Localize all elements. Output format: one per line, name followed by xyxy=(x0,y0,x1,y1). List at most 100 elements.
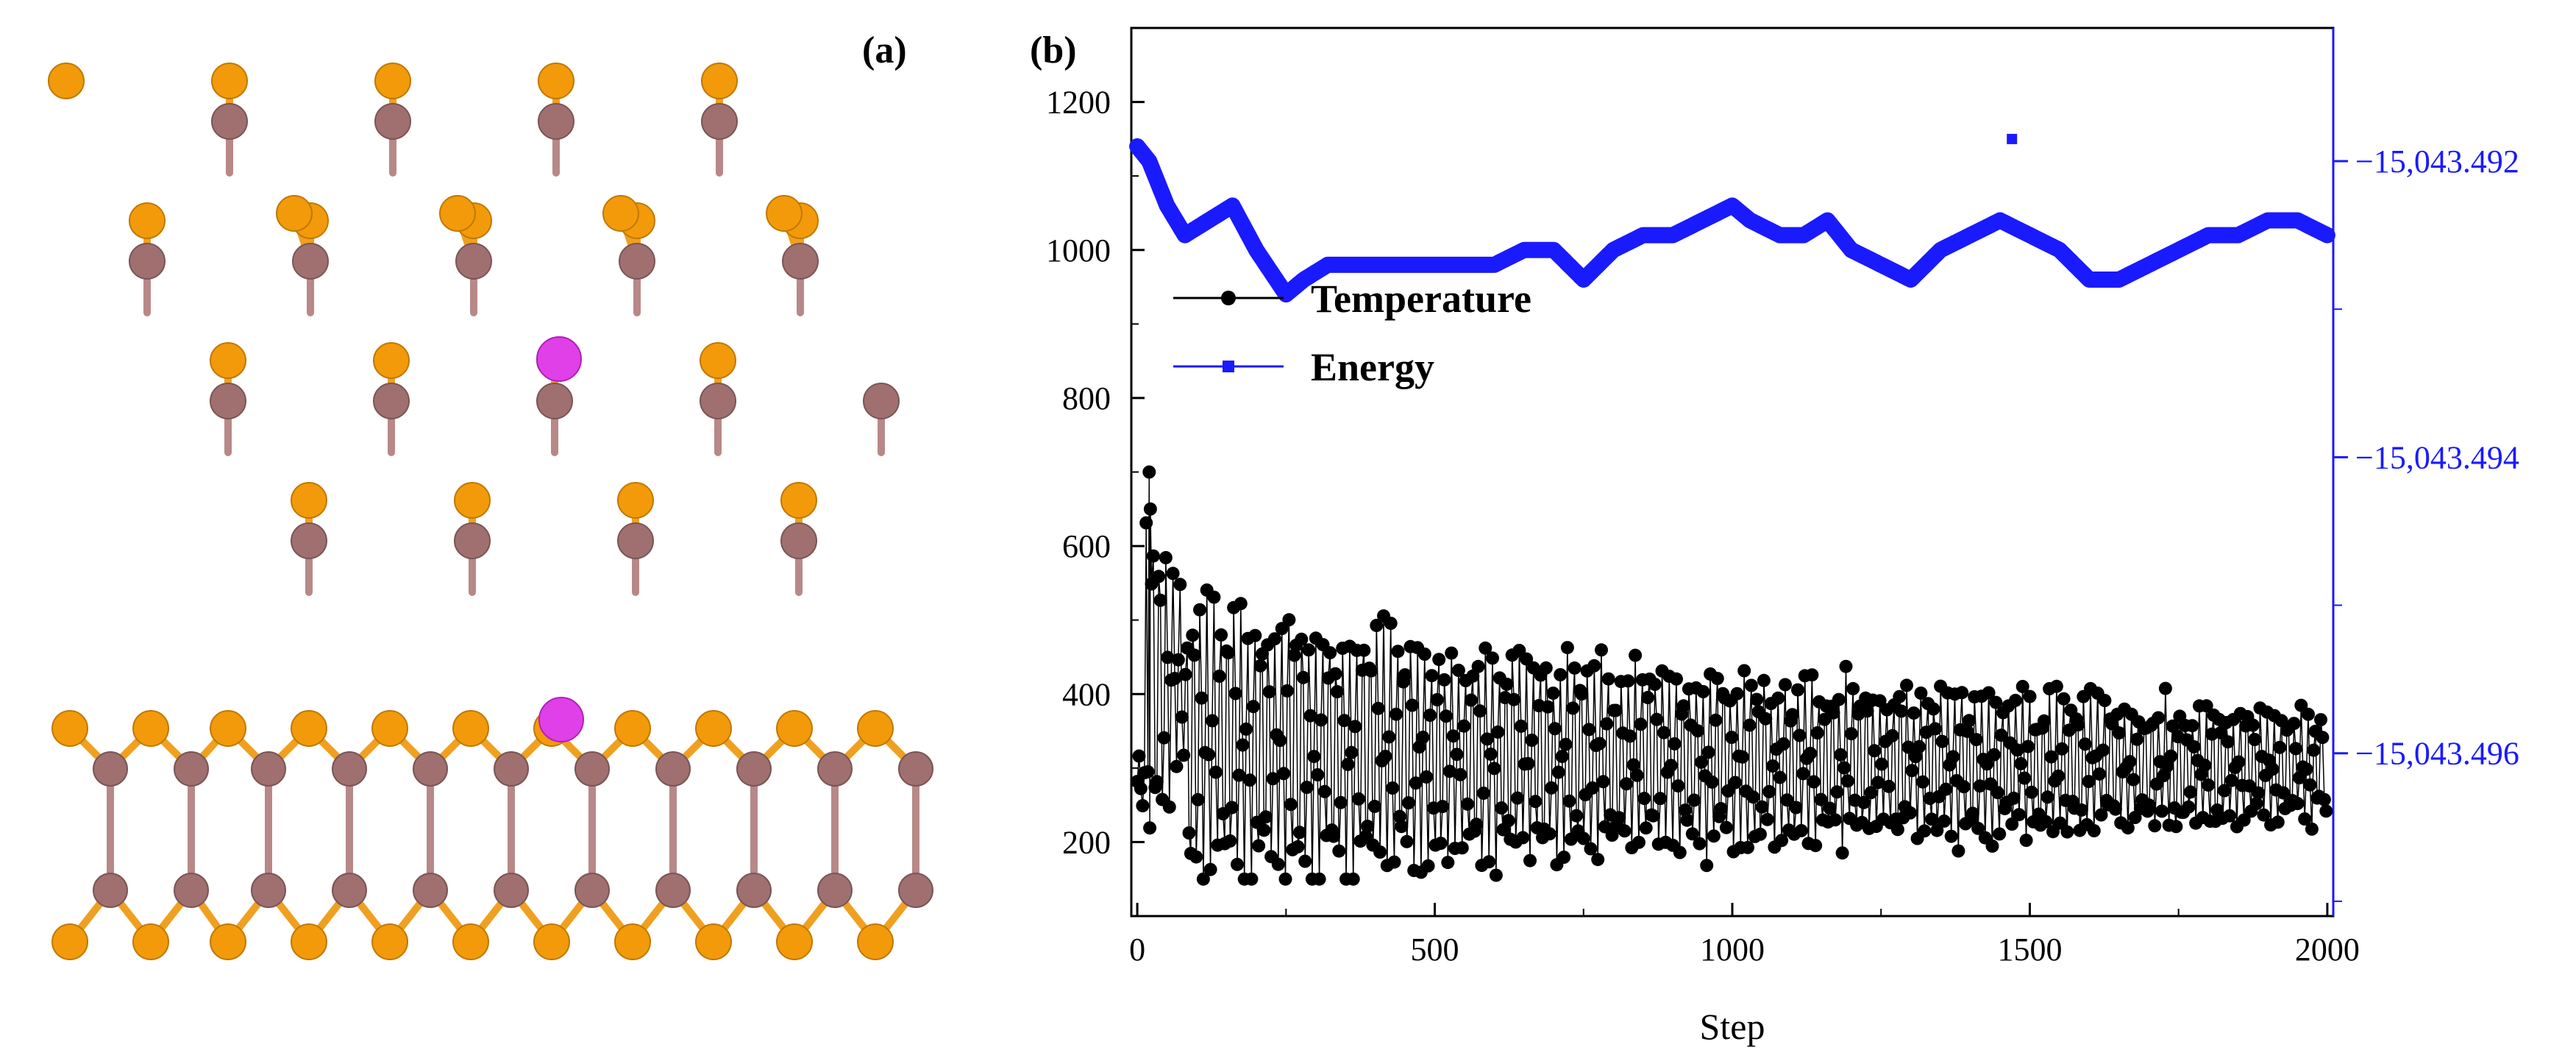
temperature-point xyxy=(1776,737,1790,751)
temperature-point xyxy=(1938,814,1951,828)
temperature-point xyxy=(1225,801,1239,815)
temperature-point xyxy=(2164,749,2178,763)
temperature-point xyxy=(1525,734,1539,747)
temperature-point xyxy=(2082,775,2096,789)
temperature-point xyxy=(1957,780,1971,794)
temperature-point xyxy=(1935,734,1949,748)
temperature-point xyxy=(1814,792,1828,806)
y-axis-left: 200 400 600 800 1000 1200 xyxy=(1046,27,1145,917)
temperature-point xyxy=(1560,641,1574,655)
temperature-point xyxy=(1994,728,2008,742)
metal-atom xyxy=(619,243,655,280)
energy-point xyxy=(1698,216,1707,224)
temperature-point xyxy=(1189,850,1203,864)
temperature-point xyxy=(2232,755,2246,769)
chalcogen-atom xyxy=(51,923,88,960)
temperature-point xyxy=(1345,745,1359,759)
temperature-point xyxy=(1421,859,1435,873)
temperature-point xyxy=(1864,786,1878,800)
temperature-point xyxy=(1473,704,1487,718)
temperature-point xyxy=(2014,756,2028,770)
temperature-point xyxy=(1837,761,1851,775)
temperature-point xyxy=(1671,779,1685,793)
temperature-point xyxy=(1554,668,1568,681)
temperature-point xyxy=(2273,740,2287,754)
temperature-point xyxy=(1691,724,1705,738)
temperature-point xyxy=(1159,550,1173,564)
temperature-point xyxy=(1246,700,1260,714)
temperature-point xyxy=(1618,824,1632,838)
metal-atom xyxy=(291,522,327,559)
temperature-point xyxy=(2155,804,2168,818)
temperature-point xyxy=(1576,831,1590,845)
temperature-point xyxy=(1327,829,1340,843)
metal-atom xyxy=(210,383,246,419)
temperature-point xyxy=(1987,748,2001,762)
temperature-point xyxy=(2294,698,2308,712)
metal-atom xyxy=(93,873,128,908)
temperature-point xyxy=(2224,773,2238,787)
temperature-point xyxy=(1441,856,1455,870)
temperature-point xyxy=(1868,744,1882,758)
panel-a-label: (a) xyxy=(862,29,907,71)
temperature-point xyxy=(1725,731,1739,745)
panel-a-structure xyxy=(48,63,933,960)
temperature-point xyxy=(2169,820,2183,834)
temperature-point xyxy=(1630,768,1644,782)
temperature-point xyxy=(1480,732,1494,746)
temperature-point xyxy=(1400,834,1414,848)
metal-atom xyxy=(374,103,411,140)
temperature-point xyxy=(1568,661,1581,675)
energy-point xyxy=(1639,231,1647,239)
temperature-point xyxy=(2098,694,2112,707)
energy-point xyxy=(1134,142,1142,150)
temperature-point xyxy=(1648,678,1662,691)
temperature-point xyxy=(1257,823,1271,837)
temperature-point xyxy=(2023,689,2037,703)
temperature-point xyxy=(1804,746,1817,760)
temperature-point xyxy=(1361,820,1375,833)
temperature-point xyxy=(1670,672,1683,686)
energy-point xyxy=(2264,216,2271,224)
chalcogen-atom xyxy=(129,202,166,239)
temperature-point xyxy=(1914,687,1928,700)
temperature-point xyxy=(1253,659,1267,673)
temperature-point xyxy=(1470,817,1484,831)
chalcogen-atom xyxy=(374,63,411,99)
temperature-point xyxy=(1275,622,1289,636)
temperature-point xyxy=(1161,650,1175,664)
metal-atom xyxy=(700,383,736,419)
metal-atom xyxy=(251,751,286,787)
temperature-point xyxy=(1292,826,1306,840)
temperature-point xyxy=(1701,745,1715,759)
energy-point xyxy=(1431,260,1439,269)
temperature-point xyxy=(1311,768,1325,781)
energy-point xyxy=(2234,231,2242,239)
temperature-point xyxy=(1555,750,1569,763)
temperature-point xyxy=(1809,839,1823,853)
temperature-point xyxy=(1593,737,1607,751)
temperature-point xyxy=(2007,791,2021,805)
temperature-point xyxy=(2121,821,2135,835)
temperature-point xyxy=(1277,767,1291,781)
temperature-point xyxy=(1330,685,1344,699)
temperature-point xyxy=(2044,750,2058,764)
temperature-point xyxy=(2143,798,2156,812)
chalcogen-atom xyxy=(614,710,651,747)
temperature-point xyxy=(1559,737,1573,751)
temperature-point xyxy=(2053,816,2067,830)
temperature-point xyxy=(2291,797,2305,810)
temperature-point xyxy=(1423,709,1437,722)
metal-atom xyxy=(817,751,853,787)
temperature-point xyxy=(1805,668,1819,682)
temperature-point xyxy=(1890,823,1904,837)
temperature-point xyxy=(1575,687,1589,701)
temperature-point xyxy=(2314,713,2327,727)
temperature-point xyxy=(1785,708,1799,722)
energy-point xyxy=(1579,276,1587,283)
metal-atom xyxy=(93,751,128,787)
temperature-point xyxy=(1641,691,1655,704)
temperature-point xyxy=(2078,737,2092,751)
temperature-point xyxy=(1143,502,1157,516)
x-axis-title: Step xyxy=(1700,1006,1765,1047)
